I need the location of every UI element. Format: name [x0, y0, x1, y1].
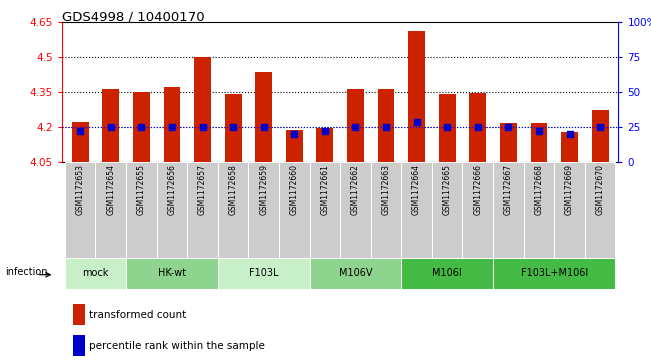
Bar: [255, 72, 272, 162]
Text: GSM1172654: GSM1172654: [106, 164, 115, 215]
Text: F103L+M106I: F103L+M106I: [521, 268, 588, 278]
Text: GSM1172668: GSM1172668: [534, 164, 544, 215]
Bar: [157, 162, 187, 258]
Bar: [439, 94, 456, 162]
Text: M106I: M106I: [432, 268, 462, 278]
Bar: [523, 162, 554, 258]
Bar: [462, 162, 493, 258]
Bar: [370, 162, 401, 258]
Bar: [493, 162, 523, 258]
Bar: [500, 123, 517, 162]
Bar: [96, 162, 126, 258]
Bar: [218, 162, 249, 258]
Text: GSM1172667: GSM1172667: [504, 164, 513, 215]
Point: [564, 131, 575, 136]
Bar: [469, 93, 486, 162]
Text: infection: infection: [5, 266, 48, 277]
Bar: [316, 128, 333, 162]
Point: [350, 124, 361, 130]
Bar: [378, 89, 395, 162]
Text: GSM1172666: GSM1172666: [473, 164, 482, 215]
Bar: [432, 162, 462, 258]
Bar: [126, 258, 218, 289]
Text: GSM1172658: GSM1172658: [229, 164, 238, 215]
Point: [320, 128, 330, 134]
Point: [75, 128, 85, 134]
Bar: [218, 258, 310, 289]
Bar: [249, 162, 279, 258]
Text: HK-wt: HK-wt: [158, 268, 186, 278]
Bar: [592, 110, 609, 162]
Text: GSM1172657: GSM1172657: [198, 164, 207, 215]
Bar: [401, 258, 493, 289]
Bar: [310, 162, 340, 258]
Bar: [163, 87, 180, 162]
Bar: [585, 162, 615, 258]
Bar: [72, 122, 89, 162]
Bar: [133, 92, 150, 162]
Bar: [310, 258, 401, 289]
Text: GSM1172670: GSM1172670: [596, 164, 605, 215]
Bar: [73, 335, 85, 356]
Point: [503, 124, 514, 130]
Text: GSM1172665: GSM1172665: [443, 164, 452, 215]
Text: GSM1172656: GSM1172656: [167, 164, 176, 215]
Text: F103L: F103L: [249, 268, 279, 278]
Point: [411, 119, 422, 125]
Bar: [65, 162, 96, 258]
Text: GSM1172663: GSM1172663: [381, 164, 391, 215]
Text: GSM1172661: GSM1172661: [320, 164, 329, 215]
Text: percentile rank within the sample: percentile rank within the sample: [89, 340, 264, 351]
Bar: [286, 130, 303, 162]
Text: GSM1172660: GSM1172660: [290, 164, 299, 215]
Text: GSM1172659: GSM1172659: [259, 164, 268, 215]
Point: [258, 124, 269, 130]
Text: GSM1172662: GSM1172662: [351, 164, 360, 215]
Bar: [225, 94, 242, 162]
Text: mock: mock: [82, 268, 109, 278]
Bar: [187, 162, 218, 258]
Point: [105, 124, 116, 130]
Bar: [340, 162, 370, 258]
Point: [442, 124, 452, 130]
Point: [473, 124, 483, 130]
Bar: [102, 89, 119, 162]
Point: [228, 124, 238, 130]
Bar: [531, 123, 547, 162]
Bar: [126, 162, 157, 258]
Text: GDS4998 / 10400170: GDS4998 / 10400170: [62, 11, 204, 24]
Bar: [347, 89, 364, 162]
Point: [289, 131, 299, 136]
Point: [167, 124, 177, 130]
Bar: [554, 162, 585, 258]
Text: GSM1172669: GSM1172669: [565, 164, 574, 215]
Bar: [65, 258, 126, 289]
Bar: [73, 304, 85, 325]
Bar: [194, 57, 211, 162]
Point: [381, 124, 391, 130]
Point: [595, 124, 605, 130]
Point: [136, 124, 146, 130]
Text: transformed count: transformed count: [89, 310, 186, 320]
Bar: [279, 162, 310, 258]
Point: [534, 128, 544, 134]
Bar: [401, 162, 432, 258]
Point: [197, 124, 208, 130]
Text: GSM1172655: GSM1172655: [137, 164, 146, 215]
Bar: [493, 258, 615, 289]
Bar: [408, 31, 425, 162]
Text: M106V: M106V: [339, 268, 372, 278]
Text: GSM1172653: GSM1172653: [76, 164, 85, 215]
Text: GSM1172664: GSM1172664: [412, 164, 421, 215]
Bar: [561, 132, 578, 162]
